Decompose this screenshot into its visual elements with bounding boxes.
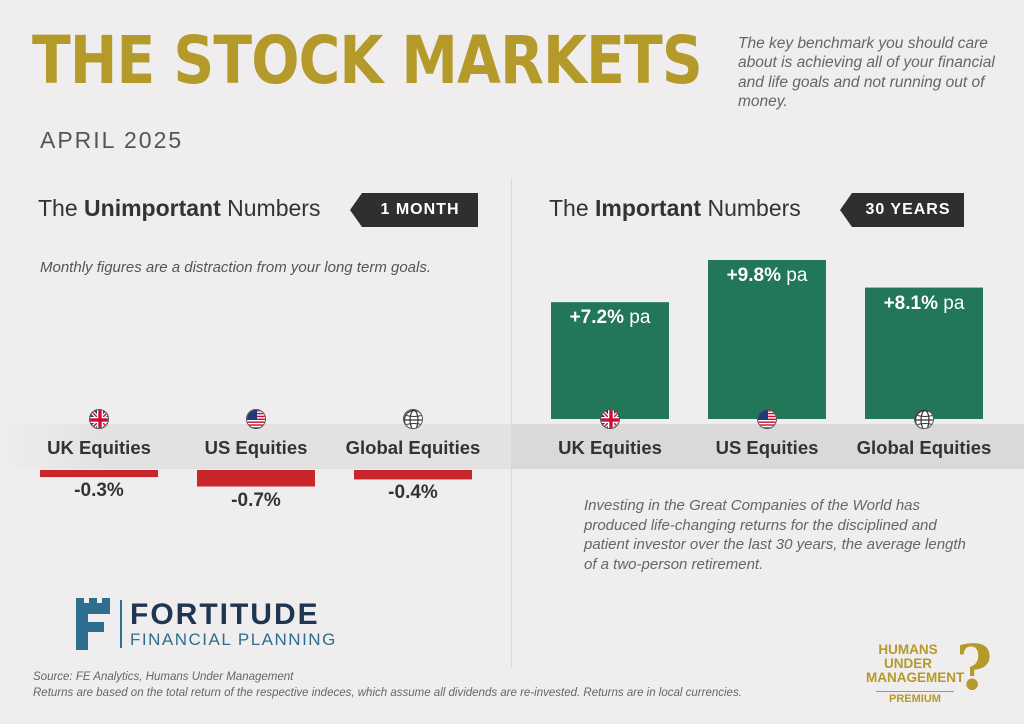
question-head-icon: ?	[956, 631, 993, 704]
section-divider	[511, 178, 512, 668]
left-category-label: US Equities	[204, 437, 308, 458]
negative-bar	[354, 470, 472, 480]
right-value-label: +8.1% pa	[883, 292, 965, 314]
page-title: THE STOCK MARKETS	[32, 22, 703, 99]
left-value-label: -0.7%	[231, 489, 281, 511]
period-tag-1-month: 1 MONTH	[350, 193, 478, 227]
uk-flag-icon	[600, 409, 620, 429]
right-value-label: +9.8% pa	[726, 265, 808, 286]
left-section-heading: The Unimportant Numbers	[38, 195, 321, 221]
report-date: APRIL 2025	[40, 127, 184, 153]
right-value-label: +7.2% pa	[569, 307, 651, 329]
right-heading-emphasis: Important	[595, 195, 702, 221]
period-tag-30-years: 30 YEARS	[840, 193, 964, 227]
company-name: FORTITUDE	[130, 598, 320, 631]
fortitude-f-icon	[76, 598, 110, 650]
source-line: Source: FE Analytics, Humans Under Manag…	[33, 671, 294, 683]
globe-icon	[914, 409, 934, 429]
partner-name: HUMANS UNDER MANAGEMENT	[866, 642, 965, 686]
company-subtitle: FINANCIAL PLANNING	[130, 630, 337, 649]
partner-tier: PREMIUM	[876, 691, 954, 705]
left-category-label: Global Equities	[345, 437, 481, 458]
globe-icon	[403, 409, 423, 429]
footer-source: Source: FE Analytics, Humans Under Manag…	[33, 670, 742, 701]
right-category-label: US Equities	[715, 437, 819, 458]
disclaimer-line: Returns are based on the total return of…	[33, 686, 742, 699]
left-section-note: Monthly figures are a distraction from y…	[40, 259, 432, 276]
intro-text: The key benchmark you should care about …	[738, 35, 995, 111]
us-flag-icon	[246, 409, 266, 429]
left-category-label: UK Equities	[47, 437, 151, 458]
right-category-label: Global Equities	[856, 437, 992, 458]
right-section-note: Investing in the Great Companies of the …	[584, 497, 966, 573]
uk-flag-icon	[89, 409, 109, 429]
humans-under-management-logo: HUMANS UNDER MANAGEMENT PREMIUM ?	[866, 631, 1014, 705]
us-flag-icon	[757, 409, 777, 429]
logo-separator	[120, 600, 122, 648]
label-band-right	[512, 424, 1024, 469]
left-heading-emphasis: Unimportant	[84, 195, 221, 221]
right-category-label: UK Equities	[558, 437, 662, 458]
negative-bar	[40, 470, 158, 478]
right-section-heading: The Important Numbers	[549, 195, 801, 221]
left-value-label: -0.3%	[74, 480, 124, 502]
left-value-label: -0.4%	[388, 482, 438, 504]
negative-bar	[197, 470, 315, 487]
